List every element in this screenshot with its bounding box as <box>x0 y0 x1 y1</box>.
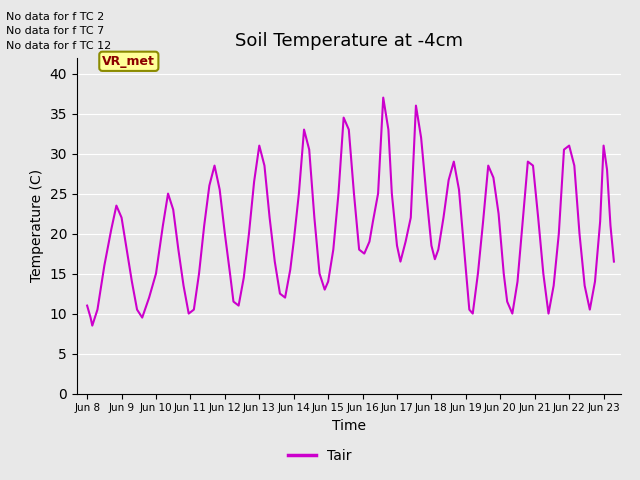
Title: Soil Temperature at -4cm: Soil Temperature at -4cm <box>235 33 463 50</box>
Text: No data for f TC 2: No data for f TC 2 <box>6 12 105 22</box>
Y-axis label: Temperature (C): Temperature (C) <box>30 169 44 282</box>
Text: VR_met: VR_met <box>102 55 156 68</box>
Legend: Tair: Tair <box>283 443 357 468</box>
X-axis label: Time: Time <box>332 419 366 433</box>
Text: No data for f TC 7: No data for f TC 7 <box>6 26 105 36</box>
Text: No data for f TC 12: No data for f TC 12 <box>6 41 111 51</box>
